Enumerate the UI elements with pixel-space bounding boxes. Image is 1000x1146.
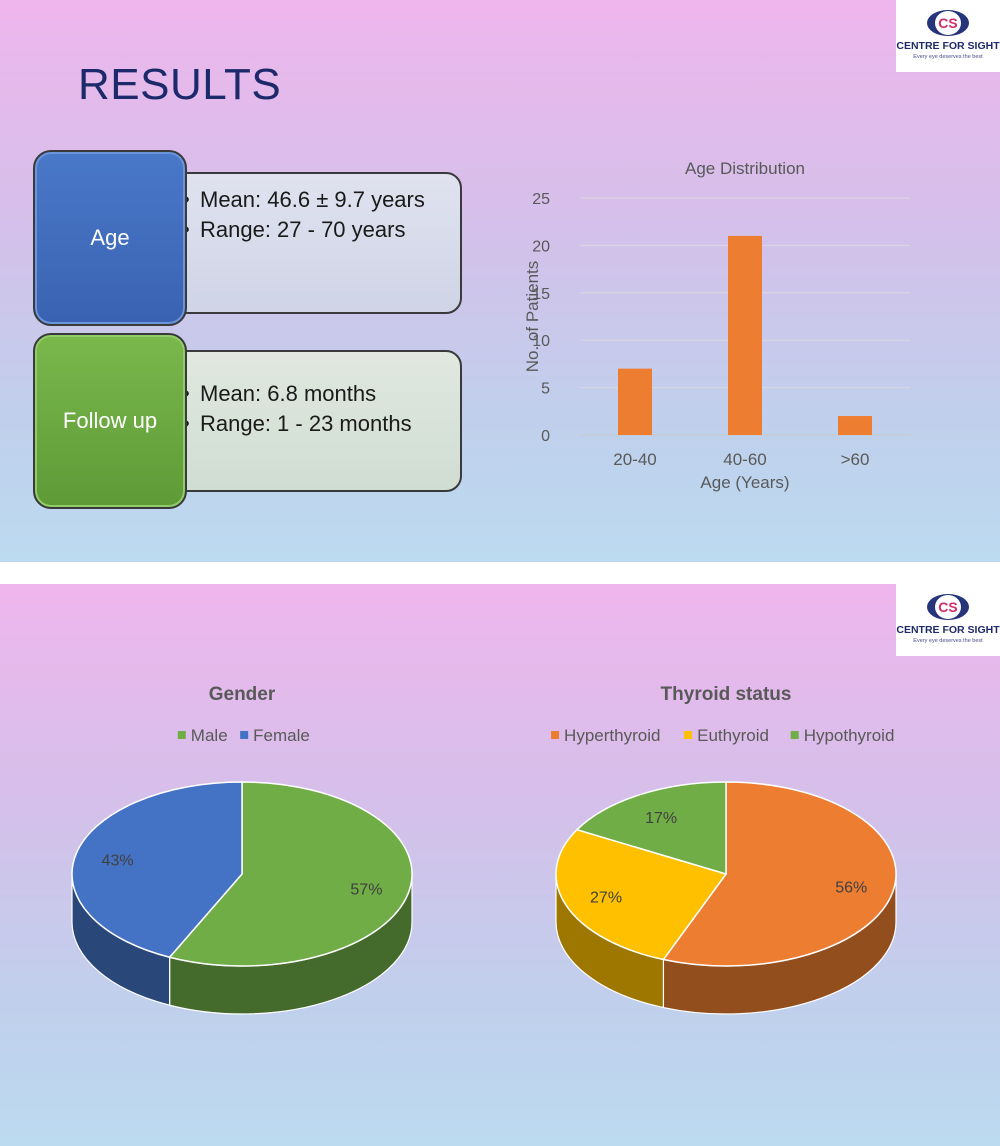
follow-up-range-item: Range: 1 - 23 months: [182, 412, 444, 437]
follow-up-mean-item: Mean: 6.8 months: [182, 382, 444, 407]
y-tick-label: 25: [532, 191, 550, 208]
age-mean-item: Mean: 46.6 ± 9.7 years: [182, 188, 444, 213]
age-category-label: Age: [90, 225, 130, 250]
age-category-box: Age: [33, 150, 187, 326]
logo-brand-text: CENTRE FOR SIGHT: [896, 624, 1000, 636]
data-label-euthyroid: 27%: [590, 889, 622, 906]
legend-swatch-female: [240, 731, 249, 739]
legend-item-hyperthyroid: Hyperthyroid: [564, 726, 660, 745]
follow-up-bullet-list: Mean: 6.8 months Range: 1 - 23 months: [182, 382, 444, 442]
x-axis-label: Age (Years): [700, 473, 789, 492]
thyroid-status-pie-chart: Thyroid status Hyperthyroid Euthyroid Hypot…: [551, 684, 897, 1015]
bar-40-60: [728, 235, 762, 435]
pie-slice-euthyroid: [555, 828, 727, 961]
legend-swatch-euthyroid: [684, 731, 693, 739]
page-title: RESULTS: [78, 60, 282, 109]
centre-for-sight-logo: CS CENTRE FOR SIGHT Every eye deserves t…: [896, 0, 1000, 72]
age-details-panel: Mean: 46.6 ± 9.7 years Range: 27 - 70 ye…: [158, 172, 462, 314]
bar->60: [838, 416, 872, 435]
chart-title: Age Distribution: [685, 159, 805, 178]
pie-slice-hyperthyroid: [662, 781, 897, 967]
eye-logo-icon: CS: [927, 10, 969, 36]
x-tick-label: 40-60: [723, 450, 766, 469]
logo-tagline: Every eye deserves the best: [913, 54, 983, 60]
data-label-male: 57%: [350, 881, 382, 898]
data-label-female: 43%: [102, 853, 134, 870]
legend-item-female: Female: [253, 726, 310, 745]
centre-for-sight-logo-2: CS CENTRE FOR SIGHT Every eye deserves t…: [896, 584, 1000, 656]
x-tick-label: >60: [841, 450, 870, 469]
legend-item-male: Male: [191, 726, 228, 745]
y-tick-label: 20: [532, 238, 550, 255]
follow-up-details-panel: Mean: 6.8 months Range: 1 - 23 months: [158, 350, 462, 492]
slide-demographics: CS CENTRE FOR SIGHT Every eye deserves t…: [0, 584, 1000, 1146]
bar-20-40: [618, 368, 652, 435]
legend-item-hypothyroid: Hypothyroid: [804, 726, 895, 745]
x-tick-label: 20-40: [613, 450, 656, 469]
logo-tagline: Every eye deserves the best: [913, 638, 983, 644]
follow-up-category-box: Follow up: [33, 333, 187, 509]
y-tick-label: 0: [541, 428, 550, 445]
eye-logo-icon: CS: [927, 594, 969, 620]
legend-swatch-hypothyroid: [790, 731, 799, 739]
logo-brand-text: CENTRE FOR SIGHT: [896, 40, 1000, 52]
slide-results: CS CENTRE FOR SIGHT Every eye deserves t…: [0, 0, 1000, 562]
gender-pie-chart: Gender Male Female 57% 43%: [71, 684, 413, 1015]
pie-slice-male: [168, 781, 413, 967]
legend-swatch-male: [177, 731, 186, 739]
y-tick-label: 15: [532, 286, 550, 303]
age-distribution-chart: Age Distribution 0 5 10 15 20 25 20-40 40-60 >60 A…: [523, 159, 910, 492]
chart-title: Gender: [209, 684, 276, 705]
data-label-hyperthyroid: 56%: [835, 879, 867, 896]
legend-item-euthyroid: Euthyroid: [697, 726, 769, 745]
pie-slice-female: [71, 781, 243, 958]
y-tick-label: 10: [532, 333, 550, 350]
pie-slice-hypothyroid: [576, 781, 727, 875]
age-bullet-list: Mean: 46.6 ± 9.7 years Range: 27 - 70 ye…: [182, 188, 444, 248]
legend-swatch-hyperthyroid: [551, 731, 560, 739]
age-range-item: Range: 27 - 70 years: [182, 218, 444, 243]
y-tick-label: 5: [541, 381, 550, 398]
data-label-hypothyroid: 17%: [645, 810, 677, 827]
logo-monogram: CS: [938, 599, 957, 615]
chart-title: Thyroid status: [661, 684, 792, 705]
logo-monogram: CS: [938, 15, 957, 31]
y-axis-label: No. of Patients: [523, 261, 542, 373]
follow-up-category-label: Follow up: [62, 408, 158, 433]
